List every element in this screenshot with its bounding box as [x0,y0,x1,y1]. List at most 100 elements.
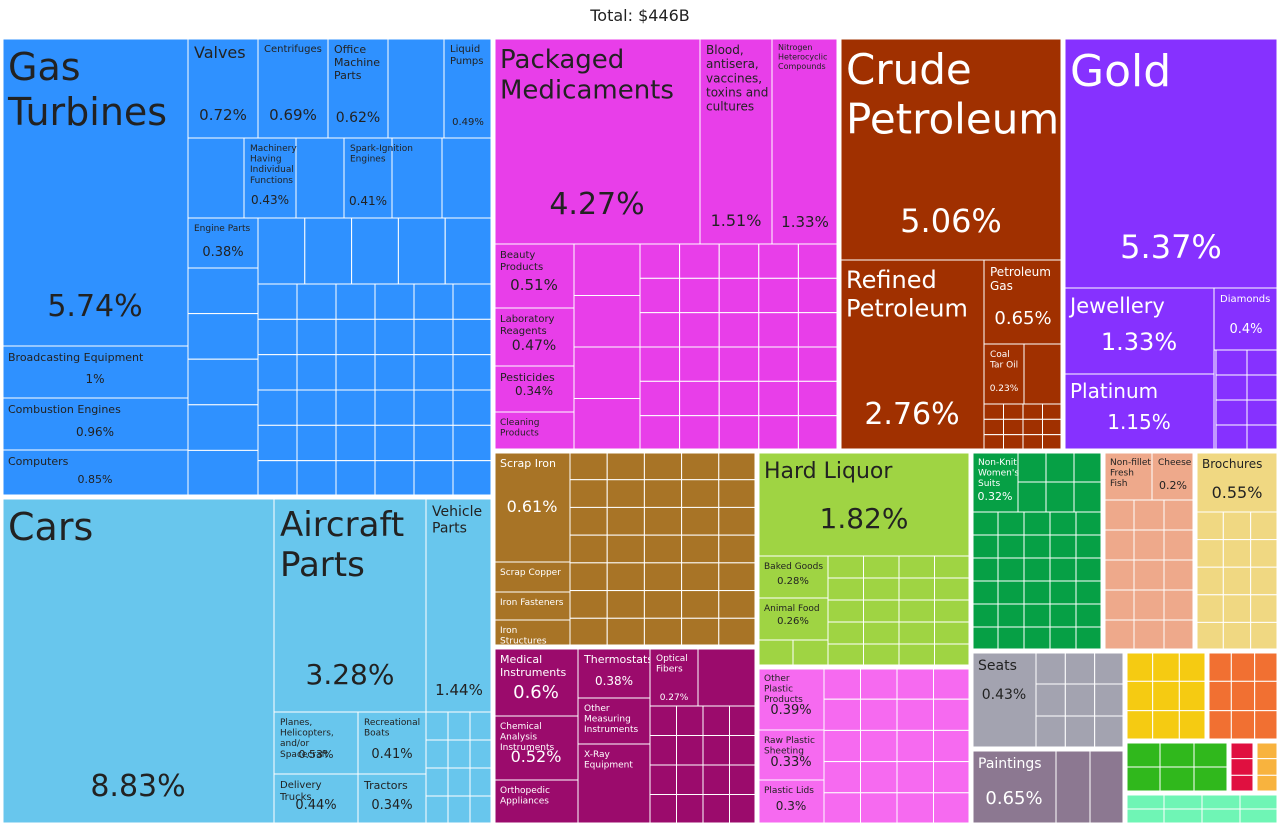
scrap-iron-rect [493,451,571,563]
petroleum-gas-value: 0.65% [994,308,1051,329]
treemap-cell [1017,481,1047,513]
treemap-cell [1103,499,1135,531]
treemap-cell [1075,603,1103,628]
treemap-cell [1152,710,1180,741]
optical-fibers-value: 0.27% [660,693,689,703]
tractors-label: Tractors [363,779,408,792]
treemap-cell [569,479,608,508]
beauty-products-label: Beauty Products [500,250,543,273]
treemap-cell [1230,680,1256,712]
sector-border [970,748,1126,826]
treemap-cell [413,389,454,426]
treemap-cell [643,479,683,508]
treemap-cell [898,643,935,667]
treemap-cell [823,761,861,794]
treemap-cell [1201,793,1241,810]
treemap-cell [1255,758,1279,776]
treemap-cell [729,705,757,736]
valves-label: Valves [194,43,246,62]
treemap-cell [1003,403,1024,420]
treemap-cell [1125,741,1161,768]
treemap-cell [1207,680,1232,712]
sector-border [1254,740,1280,794]
treemap-cell [1159,766,1195,793]
treemap-cell [413,354,454,391]
treemap-cell [1055,749,1091,825]
broadcasting-equipment-label: Broadcasting Equipment [8,351,144,364]
treemap-cell [1103,559,1135,591]
hard-liquor-rect [757,451,971,557]
delivery-trucks-label: Delivery Trucks [279,780,322,803]
treemap-cell [971,626,999,651]
liquid-pumps-label: Liquid Pumps [450,44,484,67]
recreational-boats-value: 0.41% [371,747,412,762]
treemap-cell [1207,651,1232,682]
treemap-cell [296,460,337,497]
chemical-analysis-instruments-rect [493,715,579,781]
centrifuges-rect [257,37,329,139]
treemap-cell [447,739,471,769]
treemap-cell [860,761,898,794]
paintings-label: Paintings [978,756,1042,772]
treemap-cell [718,562,757,592]
non-knit-women-s-suits-label: Non-Knit Women's Suits [978,458,1019,489]
planes-helicopters-and-or-spacecraft-rect [273,711,359,775]
scrap-copper-label: Scrap Copper [500,568,561,578]
planes-helicopters-and-or-spacecraft-value: 0.53% [299,748,334,761]
treemap-cell [1246,399,1279,426]
treemap-cell [1195,566,1224,596]
treemap-cell [1075,534,1103,559]
sector-border [492,450,758,648]
treemap-cell [863,621,900,645]
diamonds-value: 0.4% [1229,322,1262,337]
treemap-cell [1049,603,1077,628]
treemap-cell [295,137,345,219]
treemap-cell [860,729,898,763]
treemap-cell [606,617,645,647]
treemap-cell [1017,451,1047,483]
treemap-cell [758,243,799,279]
sector-border [1124,650,1208,742]
treemap-cell [1163,793,1203,810]
treemap-cell [797,346,839,382]
treemap-cell [374,389,415,426]
refined-petroleum-value: 2.76% [864,397,959,432]
treemap-cell [1250,594,1279,623]
treemap-cell [718,479,757,508]
treemap-cell [1215,374,1248,401]
x-ray-equipment-label: X-Ray Equipment [584,750,633,771]
treemap-cell [1246,374,1279,401]
treemap-cell [1042,434,1063,451]
scrap-iron-value: 0.61% [507,497,558,516]
treemap-cell [425,767,449,797]
treemap-cell [1064,715,1096,749]
treemap-cell [1049,534,1077,559]
treemap-cell [983,434,1004,451]
treemap-cell [1075,557,1103,582]
valves-rect [187,37,259,139]
orthopedic-appliances-label: Orthopedic Appliances [500,786,550,807]
treemap-cell [718,243,760,279]
treemap-cell [1023,580,1051,605]
medical-instruments-label: Medical Instruments [500,653,567,679]
treemap-cell [1035,651,1066,685]
treemap-cell [187,449,259,497]
treemap-cell [676,764,704,795]
treemap-cell [569,590,608,619]
treemap-cell [1023,534,1051,559]
hard-liquor-value: 1.82% [820,502,909,535]
treemap-cell [681,479,720,508]
other-measuring-instruments-rect [577,697,651,745]
thermostats-label: Thermostats [583,653,653,666]
sector-border [838,36,1064,452]
treemap-cell [1064,651,1096,685]
treemap-cell [1230,710,1256,741]
treemap-cell [1178,710,1207,741]
aircraft-parts-value: 3.28% [306,658,395,691]
treemap-cell [1049,626,1077,651]
treemap-cell [863,577,900,601]
treemap-cell [702,705,730,736]
brochures-value: 0.55% [1212,483,1263,502]
treemap-cell [444,217,493,285]
treemap-cell [823,667,861,700]
